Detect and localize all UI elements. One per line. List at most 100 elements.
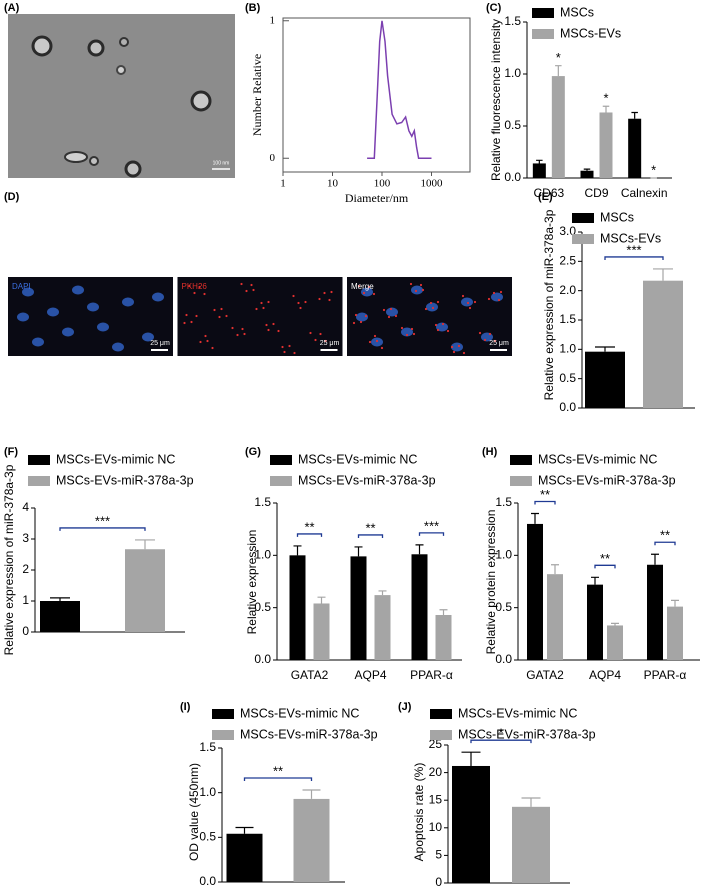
y-tick-label: 1.5 (495, 495, 512, 509)
bar (40, 601, 80, 632)
vesicle-dot (299, 306, 302, 310)
error-bar (651, 553, 659, 565)
bar (628, 118, 642, 178)
vesicle (116, 65, 126, 75)
error-bar (293, 545, 302, 556)
vesicle-dot (434, 323, 438, 327)
bar (551, 76, 565, 178)
vesicle-dot (288, 344, 291, 348)
plot-frame (282, 17, 471, 173)
bar (585, 351, 625, 408)
significance-mark: * (556, 50, 561, 65)
x-tick-label: 10 (327, 178, 339, 190)
panel-d: (D) DAPI 25 μm PKH26 25 μm Merge 25 μm (4, 191, 512, 356)
error-bar (302, 789, 321, 799)
vesicle-dot (354, 313, 358, 317)
bar (607, 625, 623, 660)
x-tick-label: CD9 (584, 186, 608, 200)
panel-label: (C) (486, 2, 502, 14)
y-tick-label: 1 (270, 14, 276, 26)
vesicle-dot (206, 339, 209, 343)
pane-label: DAPI (12, 282, 31, 291)
significance-mark: ** (365, 520, 375, 535)
vesicle-dot (241, 327, 244, 331)
vesicle-dot (483, 338, 487, 342)
legend-label: MSCs-EVs (560, 26, 621, 40)
legend-swatch (270, 476, 292, 486)
nucleus (436, 322, 448, 332)
vesicle-dot (436, 328, 440, 332)
panel-label: (J) (398, 701, 412, 713)
significance-bracket (243, 777, 313, 781)
nucleus (97, 322, 109, 332)
vesicle-dot (183, 321, 186, 325)
bar (647, 564, 663, 660)
y-tick-label: 20 (429, 765, 443, 779)
y-tick-label: 1.5 (254, 495, 271, 509)
vesicle-dot (466, 301, 470, 305)
vesicle-dot (405, 333, 409, 337)
y-tick-label: 1.5 (559, 312, 576, 326)
vesicle-dot (265, 323, 268, 327)
vesicle-dot (461, 294, 465, 298)
significance-mark: *** (95, 513, 110, 528)
scale-bar-label: 100 nm (213, 160, 230, 166)
x-tick-label: 100 (374, 178, 391, 190)
y-tick-label: 0 (22, 624, 29, 638)
y-tick-label: 0.0 (199, 874, 216, 888)
y-tick-label: 0.5 (559, 371, 576, 385)
vesicle-dot (272, 322, 275, 326)
legend-swatch (430, 709, 452, 719)
legend-swatch (430, 730, 452, 740)
vesicle (64, 151, 88, 163)
y-tick-label: 2.5 (559, 254, 576, 268)
significance-mark: * (498, 726, 503, 741)
significance-mark: *** (424, 518, 439, 533)
bar (512, 806, 550, 883)
legend-swatch (270, 455, 292, 465)
vesicle-dot (375, 339, 379, 343)
error-bar (595, 346, 615, 352)
legend-swatch (28, 455, 50, 465)
bar (435, 614, 452, 660)
nucleus (386, 307, 398, 317)
error-bar (378, 590, 387, 596)
vesicle-dot (267, 300, 270, 304)
vesicle-dot (394, 314, 398, 318)
y-tick-label: 1 (22, 593, 29, 607)
y-tick-label: 0.0 (559, 400, 576, 414)
bar (527, 523, 543, 660)
nucleus (411, 285, 423, 295)
y-axis-label: Apoptosis rate (%) (412, 763, 426, 862)
vesicle-dot (297, 301, 300, 305)
error-bar (653, 268, 673, 281)
y-axis-label: Relative fluorescence intensity (489, 19, 503, 181)
y-tick-label: 0.5 (495, 600, 512, 614)
nucleus (142, 332, 154, 342)
bar (587, 584, 603, 660)
panel-label: (A) (4, 2, 20, 14)
vesicle-dot (198, 285, 201, 289)
x-axis-label: Diameter/nm (345, 191, 409, 205)
nucleus (356, 312, 368, 322)
vesicle-dot (387, 315, 391, 319)
y-tick-label: 1.5 (199, 740, 216, 754)
significance-bracket (357, 534, 384, 538)
vesicle-dot (314, 338, 317, 342)
vesicle-dot (292, 294, 295, 298)
vesicle-dot (473, 300, 477, 304)
vesicle-dot (211, 346, 214, 350)
panel-label: (H) (482, 446, 498, 458)
legend-label: MSCs-EVs (600, 231, 661, 245)
nucleus (426, 302, 438, 312)
vesicle-dot (250, 283, 253, 287)
error-bar (631, 111, 638, 119)
vesicle-dot (380, 346, 384, 350)
legend-swatch (510, 455, 532, 465)
y-tick-label: 0.0 (495, 652, 512, 666)
y-tick-label: 15 (429, 792, 443, 806)
vesicle-dot (487, 297, 491, 301)
bar (643, 280, 683, 408)
pane-label: Merge (351, 282, 374, 291)
